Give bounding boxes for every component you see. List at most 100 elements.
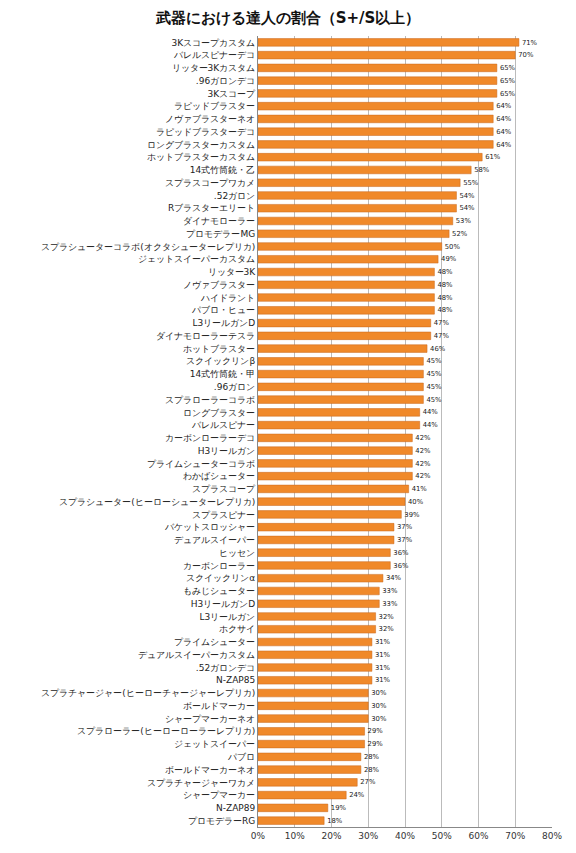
svg-text:29%: 29% <box>368 727 384 735</box>
svg-text:14式竹筒銃・乙: 14式竹筒銃・乙 <box>190 165 255 175</box>
svg-text:プロモデラーMG: プロモデラーMG <box>186 229 255 239</box>
svg-text:わかばシューター: わかばシューター <box>183 471 255 481</box>
svg-text:スプラスピナー: スプラスピナー <box>192 510 255 520</box>
svg-text:64%: 64% <box>496 102 512 110</box>
svg-text:武器における達人の割合（S+/S以上）: 武器における達人の割合（S+/S以上） <box>155 9 421 27</box>
svg-text:36%: 36% <box>393 549 409 557</box>
svg-text:ホクサイ: ホクサイ <box>219 624 255 634</box>
svg-text:バレルスピナーデコ: バレルスピナーデコ <box>173 50 255 60</box>
svg-text:80%: 80% <box>542 831 562 841</box>
svg-text:3Kスコープ: 3Kスコープ <box>208 89 257 99</box>
svg-text:33%: 33% <box>382 600 398 608</box>
svg-text:40%: 40% <box>408 498 424 506</box>
svg-text:L3リールガンD: L3リールガンD <box>193 318 256 328</box>
svg-text:デュアルスイーパーカスタム: デュアルスイーパーカスタム <box>138 650 255 660</box>
svg-text:28%: 28% <box>364 766 380 774</box>
svg-text:70%: 70% <box>505 831 525 841</box>
svg-text:ホットブラスターカスタム: ホットブラスターカスタム <box>147 152 255 162</box>
svg-text:52%: 52% <box>452 230 468 238</box>
svg-text:50%: 50% <box>445 243 461 251</box>
svg-text:40%: 40% <box>395 831 415 841</box>
svg-text:0%: 0% <box>251 831 266 841</box>
svg-text:46%: 46% <box>430 345 446 353</box>
svg-text:54%: 54% <box>459 192 475 200</box>
svg-text:スプラローラーコラボ: スプラローラーコラボ <box>165 395 255 405</box>
svg-text:65%: 65% <box>500 90 516 98</box>
svg-text:パブロ: パブロ <box>227 752 255 762</box>
svg-text:スプラシューター(ヒーローシューターレプリカ): スプラシューター(ヒーローシューターレプリカ) <box>59 497 255 507</box>
svg-text:ロングブラスター: ロングブラスター <box>183 408 255 418</box>
svg-text:30%: 30% <box>371 715 387 723</box>
svg-text:60%: 60% <box>468 831 488 841</box>
svg-text:33%: 33% <box>382 587 398 595</box>
svg-text:32%: 32% <box>379 625 395 633</box>
svg-text:スプラチャージャー(ヒーローチャージャーレプリカ): スプラチャージャー(ヒーローチャージャーレプリカ) <box>41 688 255 698</box>
svg-text:30%: 30% <box>371 689 387 697</box>
svg-text:28%: 28% <box>364 753 380 761</box>
svg-text:カーボンローラーデコ: カーボンローラーデコ <box>165 433 255 443</box>
svg-text:31%: 31% <box>375 638 391 646</box>
svg-text:45%: 45% <box>426 383 442 391</box>
svg-text:27%: 27% <box>360 778 376 786</box>
svg-text:シャープマーカーネオ: シャープマーカーネオ <box>165 714 255 724</box>
svg-text:ラピッドブラスター: ラピッドブラスター <box>174 101 255 111</box>
svg-text:48%: 48% <box>437 268 453 276</box>
svg-text:34%: 34% <box>386 574 402 582</box>
svg-text:リッター3K: リッター3K <box>208 267 257 277</box>
svg-text:カーボンローラー: カーボンローラー <box>183 561 255 571</box>
svg-text:42%: 42% <box>415 434 431 442</box>
svg-text:.52ガロン: .52ガロン <box>214 191 255 201</box>
svg-text:スプラチャージャーワカメ: スプラチャージャーワカメ <box>147 778 255 788</box>
svg-text:スプラローラー(ヒーローローラーレプリカ): スプラローラー(ヒーローローラーレプリカ) <box>77 726 255 736</box>
svg-text:44%: 44% <box>423 408 439 416</box>
svg-text:48%: 48% <box>437 306 453 314</box>
svg-text:プロモデラーRG: プロモデラーRG <box>188 816 255 826</box>
svg-text:19%: 19% <box>331 804 347 812</box>
svg-text:ラピッドブラスターデコ: ラピッドブラスターデコ <box>156 127 255 137</box>
svg-text:10%: 10% <box>285 831 305 841</box>
svg-text:スクイックリンα: スクイックリンα <box>186 573 255 583</box>
svg-text:30%: 30% <box>371 702 387 710</box>
svg-text:ヒッセン: ヒッセン <box>219 548 255 558</box>
svg-text:18%: 18% <box>327 817 343 825</box>
svg-text:H3リールガンD: H3リールガンD <box>191 599 255 609</box>
svg-text:54%: 54% <box>459 204 475 212</box>
svg-text:.96ガロン: .96ガロン <box>214 382 255 392</box>
svg-text:71%: 71% <box>522 39 538 47</box>
svg-text:58%: 58% <box>474 166 490 174</box>
svg-text:44%: 44% <box>423 421 439 429</box>
svg-text:37%: 37% <box>397 536 413 544</box>
svg-text:42%: 42% <box>415 460 431 468</box>
svg-text:48%: 48% <box>437 281 453 289</box>
svg-text:ノヴァブラスターネオ: ノヴァブラスターネオ <box>165 114 255 124</box>
svg-text:50%: 50% <box>432 831 452 841</box>
svg-text:31%: 31% <box>375 664 391 672</box>
svg-text:スプラスコープワカメ: スプラスコープワカメ <box>165 178 255 188</box>
svg-text:61%: 61% <box>485 153 501 161</box>
svg-text:49%: 49% <box>441 255 457 263</box>
svg-text:42%: 42% <box>415 447 431 455</box>
svg-text:70%: 70% <box>518 51 534 59</box>
svg-text:N-ZAP85: N-ZAP85 <box>216 675 255 685</box>
svg-text:プライムシューターコラボ: プライムシューターコラボ <box>147 459 255 469</box>
svg-text:42%: 42% <box>415 472 431 480</box>
svg-text:36%: 36% <box>393 562 409 570</box>
svg-text:ノヴァブラスター: ノヴァブラスター <box>183 280 255 290</box>
svg-text:ジェットスイーパーカスタム: ジェットスイーパーカスタム <box>138 254 255 264</box>
svg-text:3Kスコープカスタム: 3Kスコープカスタム <box>172 38 256 48</box>
svg-text:45%: 45% <box>426 396 442 404</box>
svg-text:プライムシューター: プライムシューター <box>174 637 255 647</box>
svg-text:バレルスピナー: バレルスピナー <box>191 420 255 430</box>
svg-text:24%: 24% <box>349 791 365 799</box>
svg-text:48%: 48% <box>437 294 453 302</box>
svg-text:47%: 47% <box>434 332 450 340</box>
svg-text:31%: 31% <box>375 651 391 659</box>
svg-text:デュアルスイーパー: デュアルスイーパー <box>174 535 255 545</box>
svg-text:N-ZAP89: N-ZAP89 <box>216 803 255 813</box>
svg-text:53%: 53% <box>456 217 472 225</box>
svg-text:ハイドラント: ハイドラント <box>200 293 255 303</box>
svg-text:64%: 64% <box>496 128 512 136</box>
svg-text:Rブラスターエリート: Rブラスターエリート <box>168 203 255 213</box>
svg-text:スプラスコープ: スプラスコープ <box>192 484 256 494</box>
svg-text:ダイナモローラー: ダイナモローラー <box>183 216 255 226</box>
